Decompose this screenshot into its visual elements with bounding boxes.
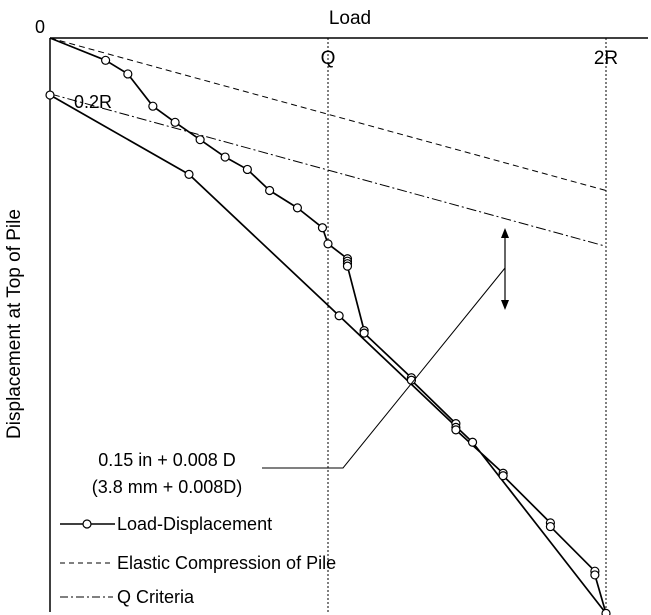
data-point-5: [195, 135, 205, 145]
data-point-7: [242, 164, 252, 175]
data-point-33: [45, 90, 55, 100]
data-point-3: [148, 101, 158, 111]
data-point-1: [100, 55, 111, 65]
legend-marker-load-displacement: [82, 519, 92, 529]
data-point-9: [292, 203, 303, 213]
legend: Load-Displacement Elastic Compression of…: [60, 514, 336, 607]
data-point-31: [334, 311, 344, 321]
marker-label-0: Q: [321, 48, 336, 69]
offset-annotation: [262, 228, 509, 469]
data-point-28: [590, 570, 600, 580]
offset-arrow-head-down: [501, 300, 509, 310]
data-point-15: [342, 261, 353, 271]
origin-label: 0: [35, 17, 45, 37]
data-point-10: [317, 223, 328, 233]
data-point-11: [323, 239, 333, 249]
data-point-30: [467, 437, 478, 447]
data-point-4: [170, 117, 180, 127]
data-point-29: [601, 608, 611, 615]
load-displacement-curve: [45, 37, 611, 615]
legend-label-elastic-compression: Elastic Compression of Pile: [117, 553, 336, 573]
x-axis-label: Load: [329, 8, 371, 29]
data-point-24: [498, 471, 508, 481]
data-point-22: [451, 425, 461, 435]
reference-line-1: [49, 37, 607, 192]
offset-leader-line: [262, 267, 506, 469]
data-point-2: [123, 69, 133, 79]
data-point-26: [545, 521, 556, 532]
data-point-17: [359, 328, 369, 338]
point-label-0-2r: 0.2R: [74, 92, 112, 112]
legend-label-q-criteria: Q Criteria: [117, 587, 195, 607]
y-axis-label: Displacement at Top of Pile: [4, 209, 25, 439]
reference-lines: [49, 37, 607, 247]
data-point-8: [265, 185, 275, 196]
offset-label-line1: 0.15 in + 0.008 D: [98, 450, 236, 470]
offset-label-line2: (3.8 mm + 0.008D): [92, 477, 243, 497]
data-point-6: [220, 152, 230, 162]
x-markers: Q 2R: [321, 38, 618, 612]
marker-label-1: 2R: [594, 48, 618, 69]
data-point-32: [184, 169, 194, 179]
legend-label-load-displacement: Load-Displacement: [117, 514, 272, 534]
offset-arrow-head-up: [501, 228, 509, 238]
reference-line-2: [49, 93, 607, 247]
